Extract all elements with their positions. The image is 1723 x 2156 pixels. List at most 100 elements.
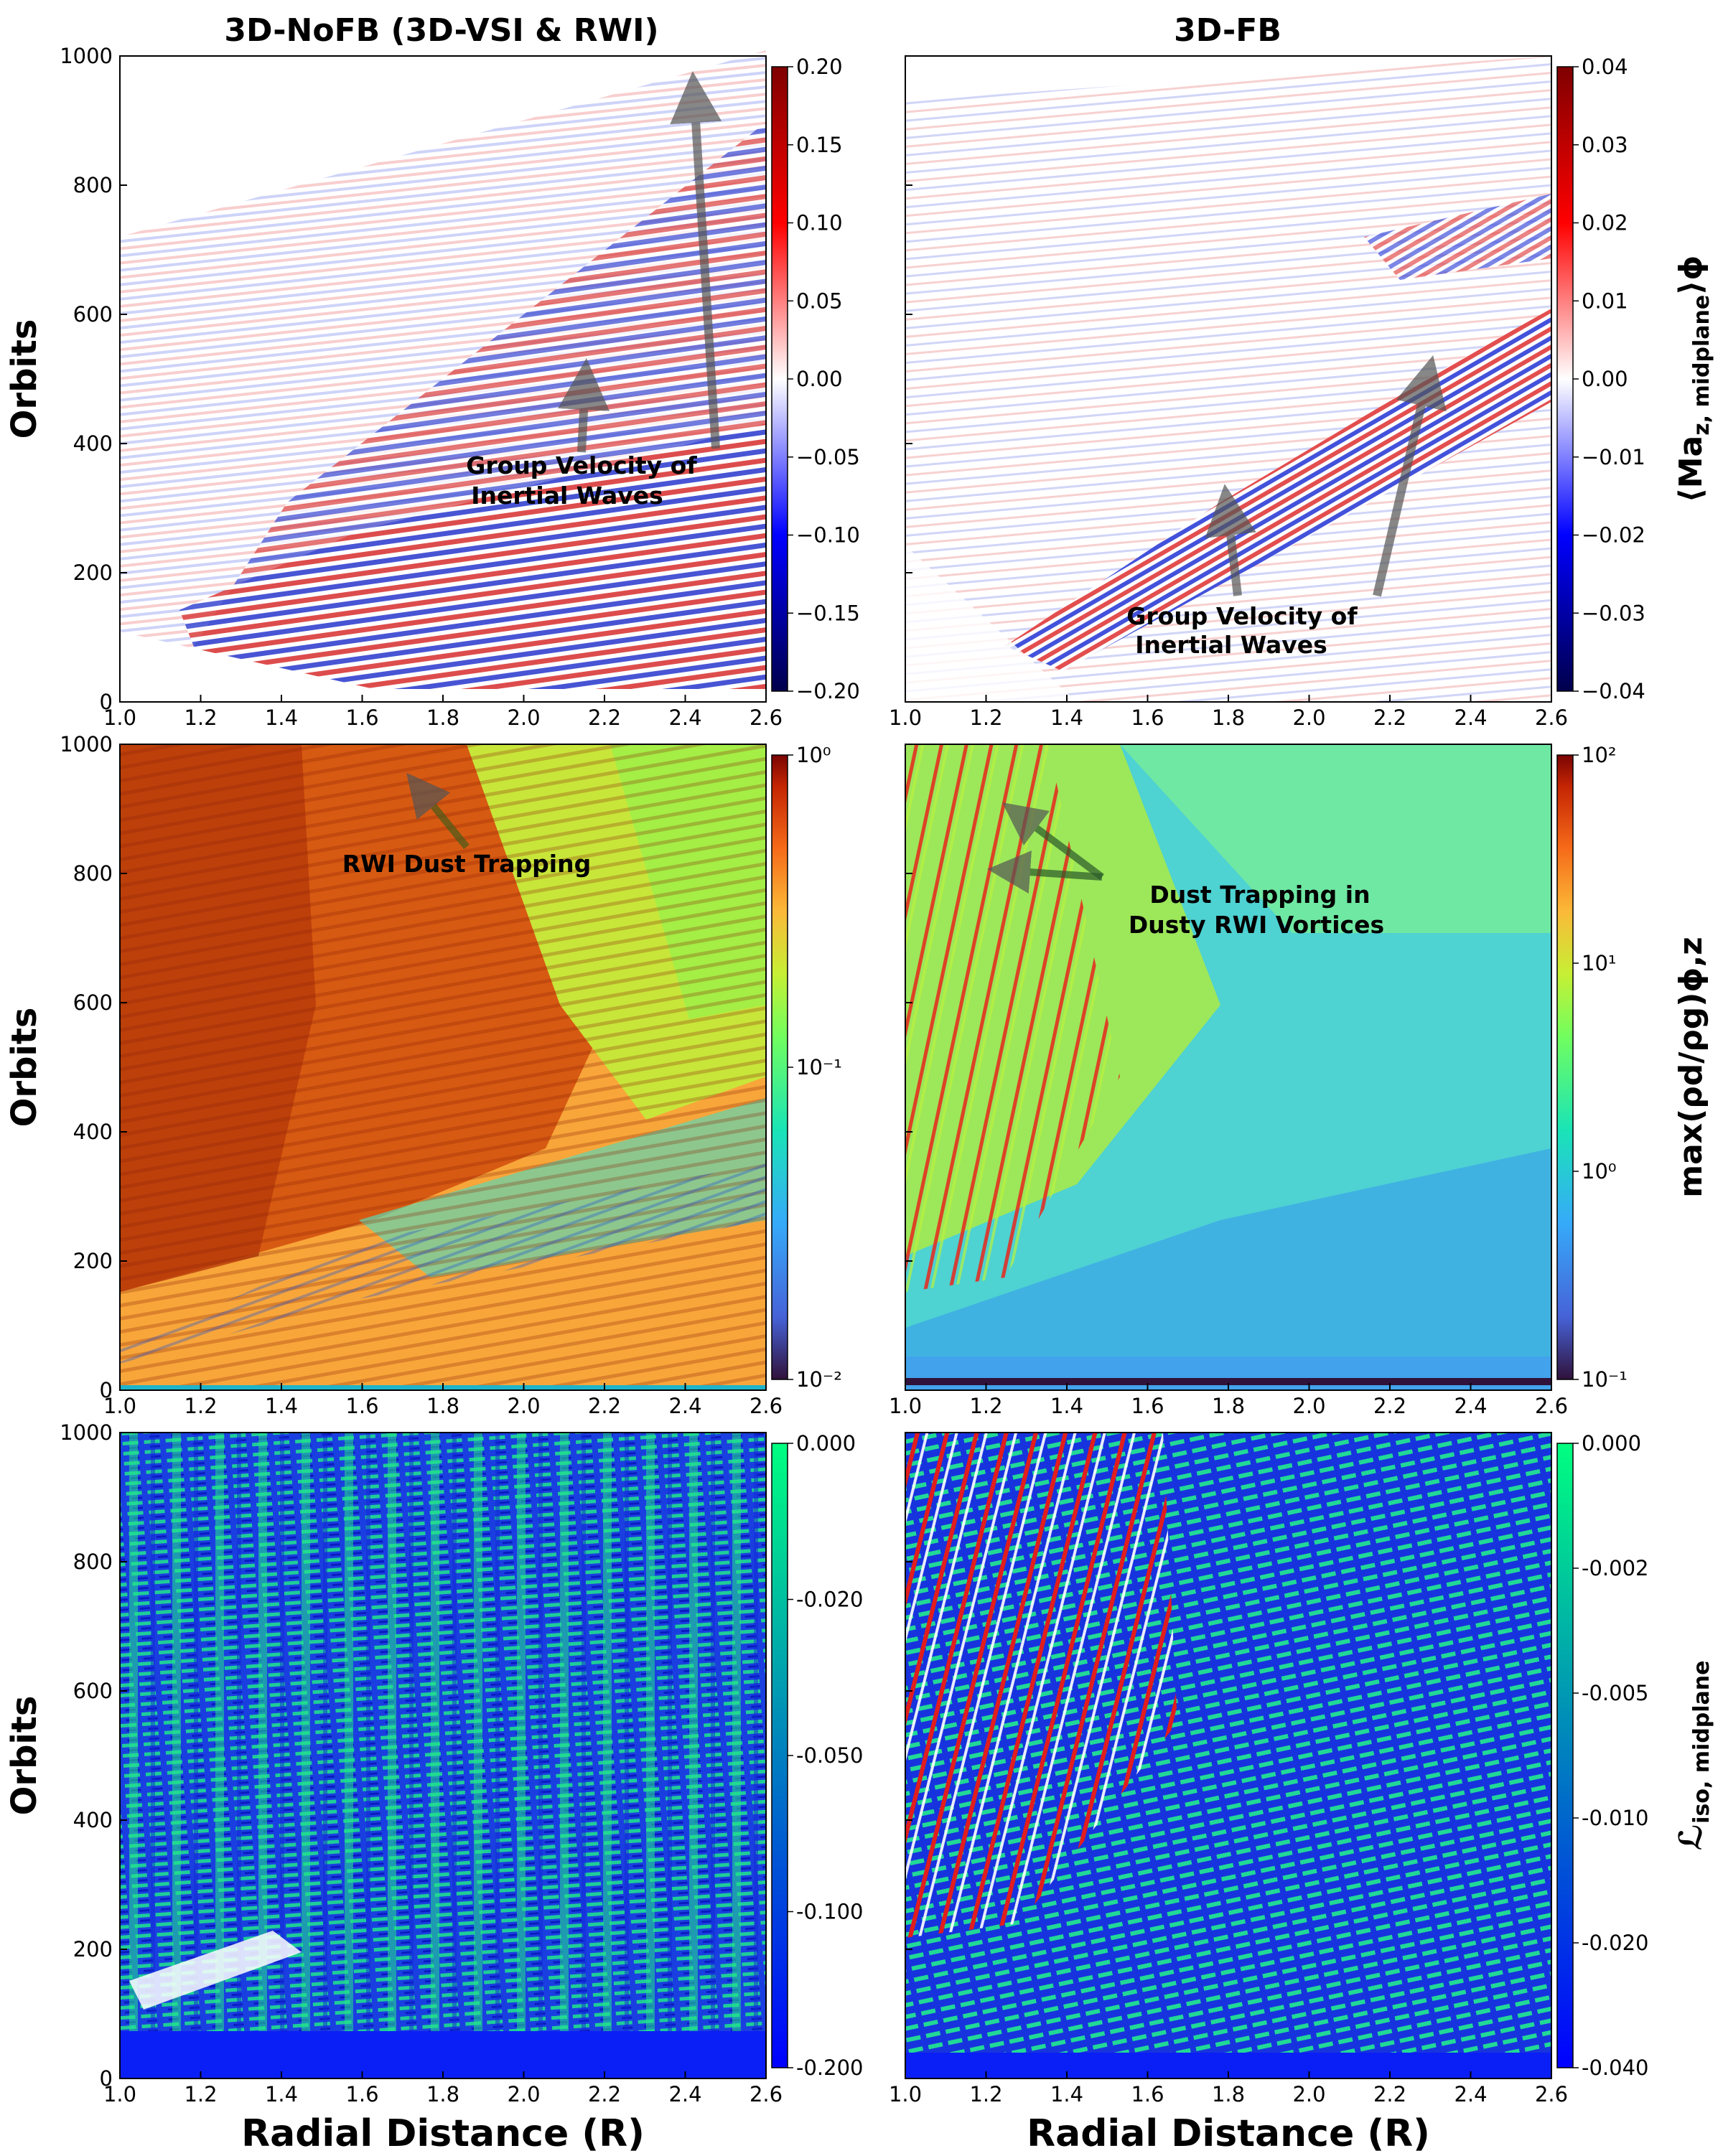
annotation-r2-left-line1: RWI Dust Trapping <box>342 850 591 878</box>
xtick-label-r2-left-8: 2.6 <box>750 1394 783 1418</box>
xtick-label-r3-right-0: 1.0 <box>889 2082 922 2106</box>
xtick-label-r3-left-8: 2.6 <box>750 2082 783 2106</box>
xtick-label-r2-left-2: 1.4 <box>265 1394 298 1418</box>
xtick-label-r1-right-2: 1.4 <box>1050 706 1083 730</box>
cblabel-row3: ℒiso, midplane <box>1673 1660 1714 1850</box>
xtick-label-r2-right-8: 2.6 <box>1535 1394 1568 1418</box>
xtick-label-r2-right-4: 1.8 <box>1212 1394 1245 1418</box>
cbtick-label-r3-right-5: -0.040 <box>1582 2056 1649 2080</box>
cbtick-label-r3-right-3: -0.010 <box>1582 1806 1649 1830</box>
ytick-label-r2-left-5: 1000 <box>60 732 113 756</box>
ytick-label-r2-left-4: 800 <box>73 861 113 886</box>
ytick-label-r3-left-1: 200 <box>73 1937 113 1962</box>
xtick-label-r2-right-7: 2.4 <box>1454 1394 1487 1418</box>
xtick-label-r2-left-6: 2.2 <box>588 1394 621 1418</box>
xtick-label-r1-left-5: 2.0 <box>507 706 540 730</box>
cbtick-label-r1-right-4: 0.00 <box>1582 367 1628 391</box>
xtick-label-r3-right-6: 2.2 <box>1373 2082 1406 2106</box>
annotation-r1-left-line1: Group Velocity of <box>466 451 697 479</box>
xtick-label-r2-left-7: 2.4 <box>668 1394 701 1418</box>
xtick-label-r3-right-8: 2.6 <box>1535 2082 1568 2106</box>
colorbar-r2-left <box>771 754 788 1380</box>
annotation-r2-right-line1: Dust Trapping in <box>1149 881 1370 909</box>
xtick-label-r2-left-5: 2.0 <box>507 1394 540 1418</box>
xtick-label-r1-right-6: 2.2 <box>1373 706 1406 730</box>
cbtick-label-r1-right-1: 0.03 <box>1582 133 1628 157</box>
xtick-label-r3-right-1: 1.2 <box>969 2082 1002 2106</box>
ytick-label-r3-left-4: 800 <box>73 1550 113 1574</box>
cbtick-label-r1-left-7: −0.15 <box>796 601 860 625</box>
annotation-r1-right: Group Velocity of Inertial Waves <box>1126 355 1447 659</box>
xtick-label-r2-left-4: 1.8 <box>426 1394 459 1418</box>
xtick-label-r2-left-1: 1.2 <box>184 1394 217 1418</box>
xtick-label-r3-right-4: 1.8 <box>1212 2082 1245 2106</box>
cblabel-row1: ⟨Maz, midplane⟩ϕ <box>1673 256 1714 503</box>
ytick-label-r1-left-5: 1000 <box>60 44 113 68</box>
cbtick-label-r1-left-5: −0.05 <box>796 445 860 469</box>
ytick-label-r3-left-2: 400 <box>73 1808 113 1832</box>
xtick-label-r1-right-1: 1.2 <box>969 706 1002 730</box>
cbtick-label-r1-left-2: 0.10 <box>796 211 843 235</box>
ytick-label-r1-left-1: 200 <box>73 561 113 585</box>
xtick-label-r1-left-8: 2.6 <box>750 706 783 730</box>
cbtick-label-r1-right-5: −0.01 <box>1582 445 1645 469</box>
cbtick-label-r2-right-2: 10⁰ <box>1582 1159 1617 1184</box>
xtick-label-r3-left-7: 2.4 <box>668 2082 701 2106</box>
ylabel-row3: Orbits <box>4 1696 45 1816</box>
xtick-label-r1-right-7: 2.4 <box>1454 706 1487 730</box>
ytick-label-r2-left-1: 200 <box>73 1249 113 1273</box>
xtick-label-r1-left-6: 2.2 <box>588 706 621 730</box>
ytick-label-r2-left-0: 0 <box>100 1378 113 1402</box>
cblabel-row2: max(ρd/ρg)ϕ,z <box>1673 937 1709 1198</box>
xlabel-right: Radial Distance (R) <box>1027 2112 1430 2153</box>
ytick-label-r3-left-5: 1000 <box>60 1420 113 1445</box>
xtick-label-r2-left-0: 1.0 <box>103 1394 136 1418</box>
ylabel-row1: Orbits <box>4 319 45 439</box>
ylabel-row2: Orbits <box>4 1008 45 1128</box>
cbtick-label-r1-right-8: −0.04 <box>1582 679 1645 703</box>
ytick-label-r1-left-2: 400 <box>73 431 113 456</box>
xtick-label-r3-left-3: 1.6 <box>345 2082 378 2106</box>
xtick-label-r1-left-3: 1.6 <box>345 706 378 730</box>
cbtick-label-r1-right-6: −0.02 <box>1582 523 1645 548</box>
annotation-r2-right: Dust Trapping in Dusty RWI Vortices <box>987 802 1384 939</box>
cbtick-label-r3-left-0: 0.000 <box>796 1431 856 1456</box>
annotation-r2-right-line2: Dusty RWI Vortices <box>1129 911 1384 939</box>
cbtick-label-r2-left-2: 10⁻² <box>796 1367 842 1392</box>
xtick-label-r2-right-6: 2.2 <box>1373 1394 1406 1418</box>
xtick-label-r2-right-2: 1.4 <box>1050 1394 1083 1418</box>
xtick-label-r1-left-7: 2.4 <box>668 706 701 730</box>
axes-frames: 1.0 1.2 1.4 1.6 1.8 2.0 2.2 2.4 2.6 0 200 400 600 800… <box>60 44 1648 2106</box>
xtick-label-r3-left-4: 1.8 <box>426 2082 459 2106</box>
xtick-label-r3-left-2: 1.4 <box>265 2082 298 2106</box>
cbtick-label-r3-right-4: -0.020 <box>1582 1931 1649 1955</box>
xtick-label-r3-right-5: 2.0 <box>1292 2082 1325 2106</box>
xtick-label-r3-left-5: 2.0 <box>507 2082 540 2106</box>
xtick-label-r3-left-1: 1.2 <box>184 2082 217 2106</box>
cbtick-label-r1-right-2: 0.02 <box>1582 211 1628 235</box>
xtick-label-r1-left-1: 1.2 <box>184 706 217 730</box>
panel-r2-left <box>120 744 766 1390</box>
cbtick-label-r3-right-2: -0.005 <box>1582 1681 1649 1705</box>
ytick-label-r1-left-4: 800 <box>73 173 113 197</box>
cbtick-label-r1-left-1: 0.15 <box>796 133 843 157</box>
cbtick-label-r3-left-3: -0.100 <box>796 1900 864 1924</box>
xtick-label-r2-right-3: 1.6 <box>1131 1394 1164 1418</box>
ytick-label-r3-left-0: 0 <box>100 2066 113 2091</box>
xtick-label-r3-right-3: 1.6 <box>1131 2082 1164 2106</box>
annotation-r1-left-line2: Inertial Waves <box>471 482 663 510</box>
colorbar-r3-left <box>771 1443 788 2068</box>
cbtick-label-r2-right-1: 10¹ <box>1582 951 1617 975</box>
cbtick-label-r1-right-0: 0.04 <box>1582 55 1628 79</box>
panel-r3-right <box>905 1433 1551 2078</box>
colorbar-r3-right <box>1556 1443 1574 2068</box>
cbtick-label-r1-right-7: −0.03 <box>1582 601 1645 625</box>
column-title-right: 3D-FB <box>1174 12 1281 49</box>
ytick-label-r1-left-3: 600 <box>73 302 113 327</box>
cbtick-label-r3-left-2: -0.050 <box>796 1743 864 1768</box>
xtick-label-r1-left-4: 1.8 <box>426 706 459 730</box>
xtick-label-r1-right-8: 2.6 <box>1535 706 1568 730</box>
xtick-label-r1-right-0: 1.0 <box>889 706 922 730</box>
cbtick-label-r3-right-0: 0.000 <box>1582 1431 1641 1456</box>
cbtick-label-r2-left-1: 10⁻¹ <box>796 1055 842 1079</box>
